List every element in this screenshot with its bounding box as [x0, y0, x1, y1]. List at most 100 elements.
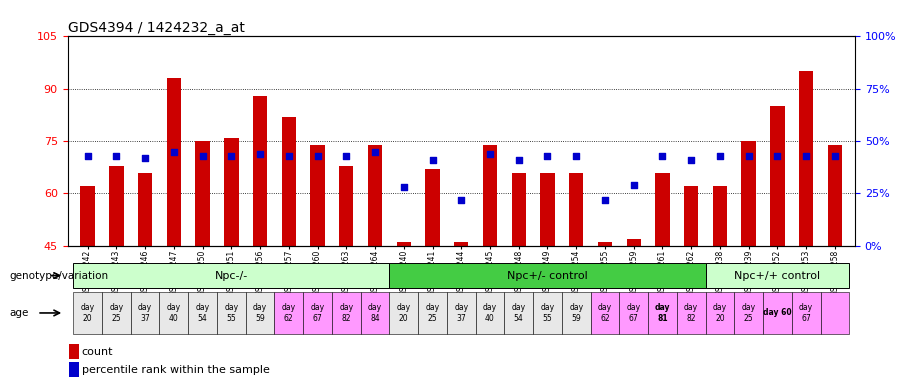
Bar	[475, 292, 504, 334]
Point	[655, 153, 670, 159]
Bar	[195, 141, 210, 246]
Bar	[224, 137, 238, 246]
Bar	[713, 187, 727, 246]
Bar	[274, 292, 303, 334]
Bar	[684, 187, 698, 246]
Text: genotype/variation: genotype/variation	[9, 270, 108, 281]
Bar	[188, 292, 217, 334]
Point	[540, 153, 554, 159]
Point	[310, 153, 325, 159]
Bar	[482, 145, 497, 246]
Bar	[159, 292, 188, 334]
Point	[569, 153, 583, 159]
Text: day
84: day 84	[368, 303, 382, 323]
Bar	[799, 71, 814, 246]
Text: day
55: day 55	[540, 303, 554, 323]
Bar	[426, 169, 440, 246]
Point	[224, 153, 238, 159]
Text: day
67: day 67	[626, 303, 641, 323]
Text: GDS4394 / 1424232_a_at: GDS4394 / 1424232_a_at	[68, 22, 245, 35]
Text: day
20: day 20	[81, 303, 94, 323]
Text: day
54: day 54	[512, 303, 526, 323]
Text: day
67: day 67	[799, 303, 814, 323]
Bar	[619, 292, 648, 334]
Bar	[706, 263, 850, 288]
Text: Npc-/-: Npc-/-	[215, 270, 248, 281]
Point	[598, 197, 612, 203]
Bar	[821, 292, 850, 334]
Bar	[246, 292, 274, 334]
Point	[626, 182, 641, 188]
Bar	[454, 242, 468, 246]
Bar	[303, 292, 332, 334]
Text: Npc+/+ control: Npc+/+ control	[734, 270, 821, 281]
Text: day
54: day 54	[195, 303, 210, 323]
Point	[799, 153, 814, 159]
Text: day 60: day 60	[763, 308, 792, 318]
Text: age: age	[9, 308, 29, 318]
Point	[426, 157, 440, 163]
Point	[511, 157, 526, 163]
Bar	[253, 96, 267, 246]
Text: day
40: day 40	[483, 303, 497, 323]
Bar	[511, 172, 526, 246]
Point	[368, 149, 382, 155]
Text: day
25: day 25	[742, 303, 756, 323]
Bar	[763, 292, 792, 334]
Bar	[339, 166, 354, 246]
Bar	[533, 292, 562, 334]
Bar	[166, 78, 181, 246]
Bar	[332, 292, 361, 334]
Bar	[706, 292, 734, 334]
Bar	[130, 292, 159, 334]
Bar	[447, 292, 475, 334]
Bar	[80, 187, 94, 246]
Bar	[397, 242, 411, 246]
Bar	[73, 292, 102, 334]
Bar	[792, 292, 821, 334]
Bar	[598, 242, 612, 246]
Point	[282, 153, 296, 159]
Bar	[282, 117, 296, 246]
Bar	[540, 172, 554, 246]
Text: day
37: day 37	[454, 303, 468, 323]
Bar	[390, 263, 706, 288]
Point	[253, 151, 267, 157]
Bar	[770, 106, 785, 246]
Bar	[590, 292, 619, 334]
Text: day
20: day 20	[713, 303, 727, 323]
Text: day
25: day 25	[426, 303, 439, 323]
Point	[684, 157, 698, 163]
Bar	[361, 292, 390, 334]
Text: count: count	[82, 347, 113, 357]
Bar	[562, 292, 590, 334]
Text: day
59: day 59	[569, 303, 583, 323]
Bar	[73, 263, 390, 288]
Text: day
81: day 81	[654, 303, 670, 323]
Point	[770, 153, 785, 159]
Text: day
25: day 25	[109, 303, 123, 323]
Bar	[310, 145, 325, 246]
Text: day
59: day 59	[253, 303, 267, 323]
Text: day
20: day 20	[397, 303, 410, 323]
Bar	[138, 172, 152, 246]
Bar	[655, 172, 670, 246]
Point	[80, 153, 94, 159]
Bar	[418, 292, 447, 334]
Bar	[734, 292, 763, 334]
Bar	[69, 362, 78, 377]
Point	[713, 153, 727, 159]
Bar	[626, 239, 641, 246]
Text: day
62: day 62	[282, 303, 296, 323]
Text: day
82: day 82	[684, 303, 698, 323]
Text: percentile rank within the sample: percentile rank within the sample	[82, 365, 270, 375]
Bar	[69, 344, 78, 359]
Point	[742, 153, 756, 159]
Point	[109, 153, 123, 159]
Point	[138, 155, 152, 161]
Bar	[109, 166, 123, 246]
Text: day
40: day 40	[166, 303, 181, 323]
Bar	[828, 145, 842, 246]
Point	[482, 151, 497, 157]
Bar	[368, 145, 382, 246]
